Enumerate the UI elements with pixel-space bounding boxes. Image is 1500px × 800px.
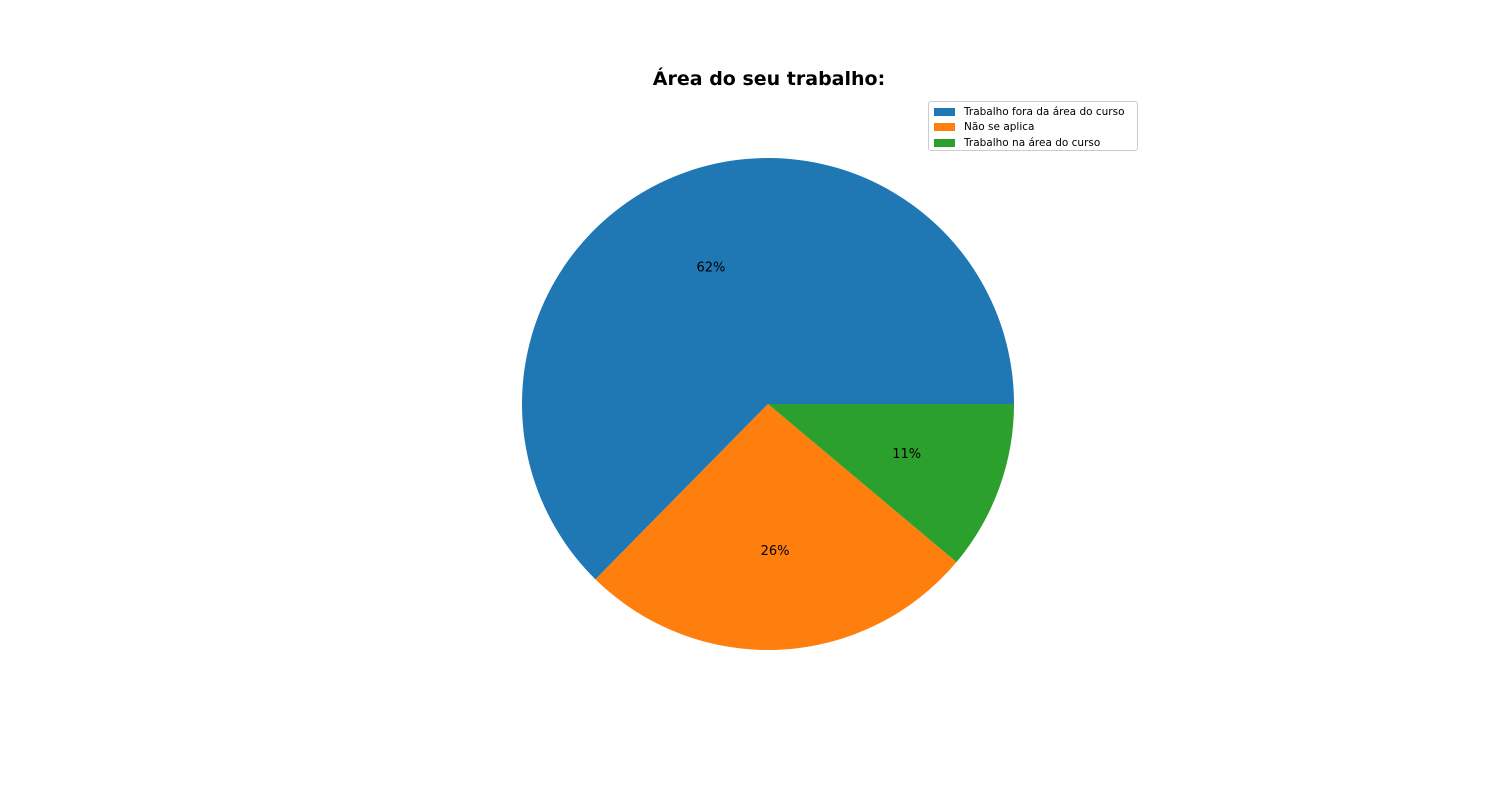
pie-slice-0 [522, 157, 1014, 580]
legend-label-fora: Trabalho fora da área do curso [964, 105, 1125, 118]
legend-swatch-fora [934, 107, 955, 116]
pie-slice-2 [768, 404, 1014, 563]
legend-label-nao-aplica: Não se aplica [964, 121, 1035, 134]
legend-item-na-area: Trabalho na área do curso [934, 135, 1133, 151]
legend-swatch-nao-aplica [934, 123, 955, 132]
pie-slice-label-1: 26% [761, 544, 790, 559]
legend-swatch-na-area [934, 138, 955, 147]
legend: Trabalho fora da área do curso Não se ap… [928, 101, 1138, 151]
pie-slice-label-0: 62% [697, 260, 726, 275]
legend-label-na-area: Trabalho na área do curso [964, 136, 1101, 149]
legend-item-nao-aplica: Não se aplica [934, 120, 1133, 136]
pie-slice-1 [595, 404, 957, 651]
legend-item-fora: Trabalho fora da área do curso [934, 104, 1133, 120]
pie-slice-label-2: 11% [892, 447, 921, 462]
chart-title: Área do seu trabalho: [652, 68, 886, 90]
